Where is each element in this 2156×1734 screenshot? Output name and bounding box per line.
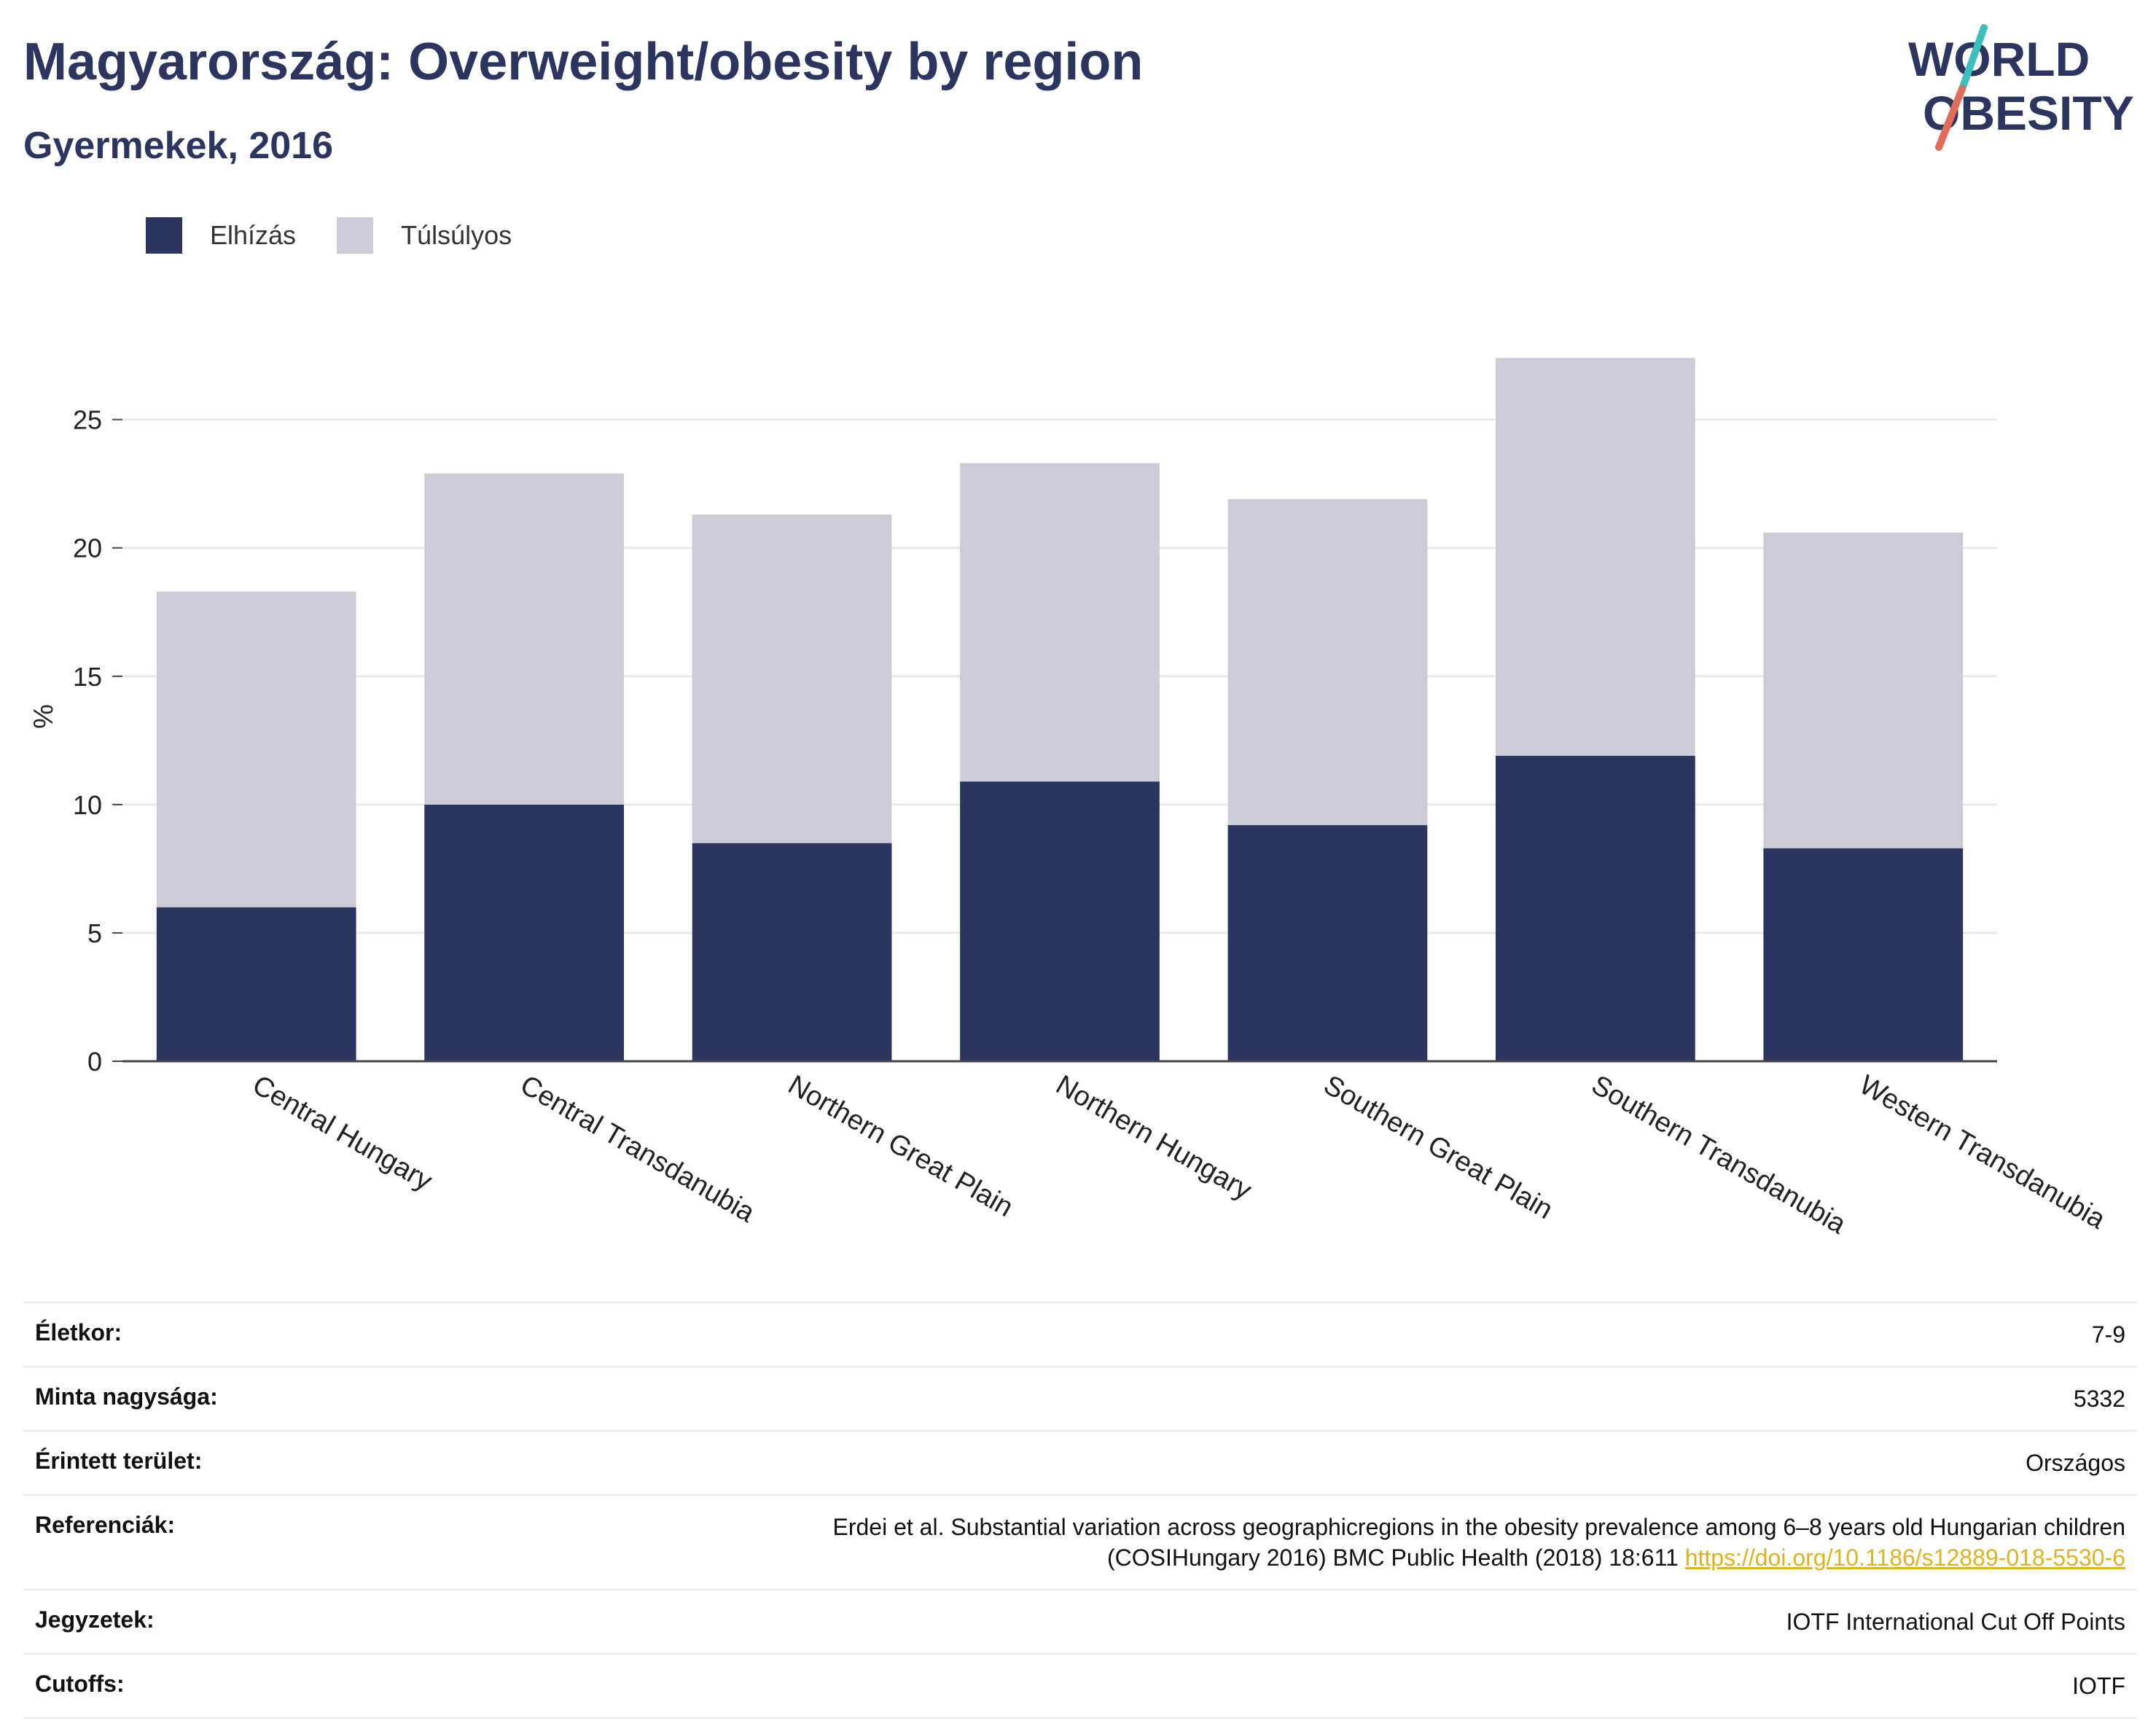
bar-overweight	[424, 473, 625, 805]
y-tick-label: 20	[73, 534, 102, 563]
info-row-area: Érintett terület: Országos	[23, 1431, 2137, 1495]
legend-label-overweight: Túlsúlyos	[401, 220, 512, 250]
info-row-cutoffs: Cutoffs: IOTF	[23, 1654, 2137, 1718]
legend-label-obesity: Elhízás	[210, 220, 297, 250]
legend-item-overweight[interactable]: Túlsúlyos	[337, 217, 512, 254]
info-row-references: Referenciák: Erdei et al. Substantial va…	[23, 1495, 2137, 1590]
info-value-references: Erdei et al. Substantial variation acros…	[310, 1495, 2137, 1590]
bar-obesity	[1227, 825, 1428, 1061]
chart-subtitle: Gyermekek, 2016	[23, 125, 334, 167]
logo-slash-bottom	[1935, 85, 1966, 151]
reference-doi-link[interactable]: https://doi.org/10.1186/s12889-018-5530-…	[1684, 1544, 2125, 1571]
info-value-age: 7-9	[2091, 1321, 2125, 1348]
logo-slash-top	[1958, 24, 1988, 93]
info-row-sample-size: Minta nagysága: 5332	[23, 1367, 2137, 1431]
y-tick-label: 15	[73, 662, 102, 692]
info-value-notes: IOTF International Cut Off Points	[1786, 1609, 2125, 1635]
x-tick-label: Western Transdanubia	[1854, 1069, 2111, 1235]
info-key-area: Érintett terület:	[35, 1448, 203, 1474]
info-key-sample-size: Minta nagysága:	[35, 1383, 218, 1410]
info-row-age: Életkor: 7-9	[23, 1303, 2137, 1367]
chart-title: Magyarország: Overweight/obesity by regi…	[23, 33, 1144, 91]
bar-obesity	[1495, 755, 1695, 1061]
x-tick-label: Central Hungary	[247, 1069, 437, 1197]
bar-overweight	[156, 591, 356, 907]
x-tick-label: Southern Transdanubia	[1586, 1069, 1851, 1240]
info-key-age: Életkor:	[35, 1319, 122, 1346]
bar-overweight	[692, 514, 892, 843]
x-tick-label: Southern Great Plain	[1319, 1069, 1558, 1225]
info-value-sample-size: 5332	[2073, 1386, 2125, 1412]
chart-legend: Elhízás Túlsúlyos	[146, 217, 552, 254]
bar-overweight	[1495, 358, 1695, 756]
bar-obesity	[424, 804, 625, 1061]
y-tick-label: 25	[73, 405, 102, 435]
legend-item-obesity[interactable]: Elhízás	[146, 217, 296, 254]
info-key-references: Referenciák:	[35, 1512, 176, 1538]
reference-text-line1: Erdei et al. Substantial variation acros…	[832, 1514, 2126, 1540]
y-tick-label: 10	[73, 790, 102, 820]
info-key-notes: Jegyzetek:	[35, 1606, 155, 1633]
info-key-cutoffs: Cutoffs:	[35, 1671, 125, 1697]
legend-swatch-overweight	[337, 217, 374, 254]
bar-obesity	[692, 843, 892, 1061]
logo-text-world: WORLD	[1908, 32, 2090, 86]
info-row-notes: Jegyzetek: IOTF International Cut Off Po…	[23, 1590, 2137, 1654]
world-obesity-logo: WORLD OBESITY	[1908, 24, 2134, 151]
x-tick-label: Central Transdanubia	[515, 1069, 760, 1228]
info-table: Életkor: 7-9 Minta nagysága: 5332 Érinte…	[23, 1302, 2137, 1719]
bar-overweight	[1227, 499, 1428, 826]
bar-overweight	[1763, 532, 1964, 848]
y-tick-label: 5	[87, 918, 102, 948]
x-tick-label: Northern Hungary	[1051, 1069, 1257, 1206]
info-value-area: Országos	[2026, 1450, 2125, 1476]
x-tick-label: Northern Great Plain	[783, 1069, 1018, 1223]
y-axis-label: %	[28, 704, 59, 729]
bar-obesity	[156, 907, 356, 1061]
info-value-cutoffs: IOTF	[2072, 1673, 2125, 1699]
reference-text-line2: (COSIHungary 2016) BMC Public Health (20…	[1107, 1544, 1679, 1571]
bar-obesity	[1763, 848, 1964, 1061]
y-tick-label: 0	[87, 1047, 102, 1077]
bar-obesity	[960, 781, 1160, 1061]
bar-chart: 0 5 10 15 20 25% Central Hungary Central Transd…	[28, 358, 2111, 1241]
legend-swatch-obesity	[146, 217, 182, 254]
bar-overweight	[960, 463, 1160, 782]
